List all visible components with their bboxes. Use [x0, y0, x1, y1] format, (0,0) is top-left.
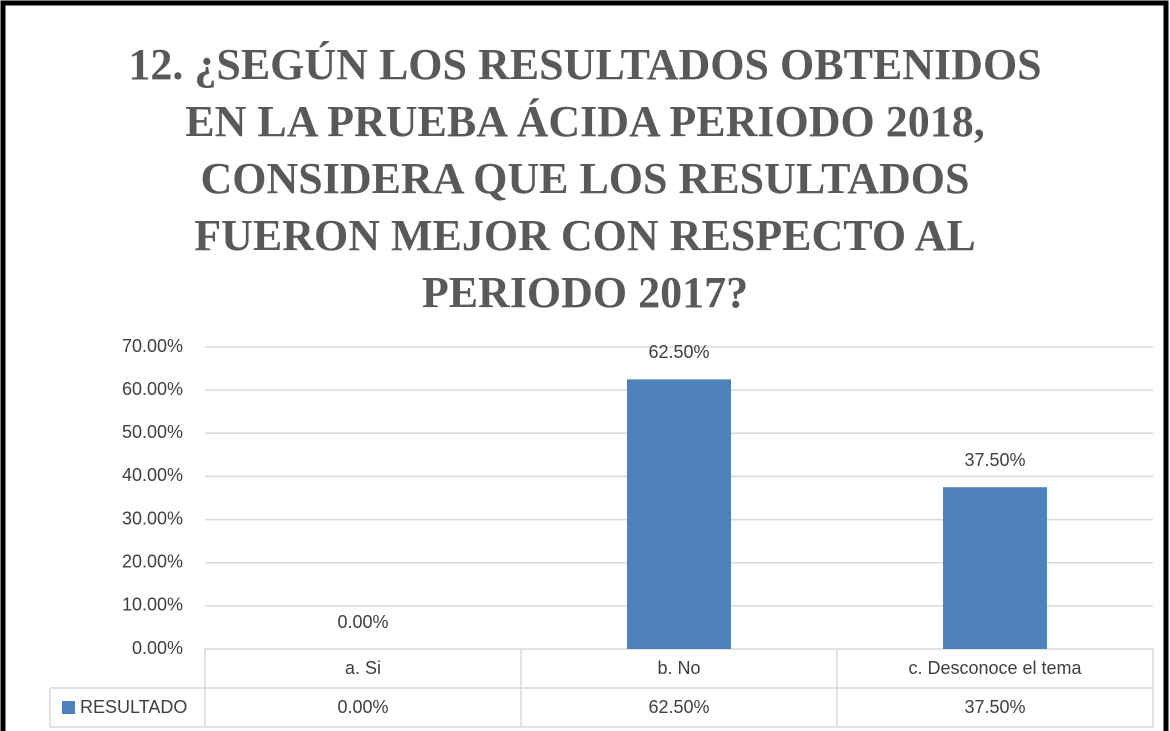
legend-key — [62, 701, 75, 714]
y-tick-label: 0.00% — [132, 638, 183, 658]
y-tick-label: 10.00% — [122, 595, 183, 615]
data-label: 0.00% — [337, 612, 388, 632]
table-value: 0.00% — [337, 697, 388, 717]
chart-title: 12. ¿SEGÚN LOS RESULTADOS OBTENIDOS EN L… — [128, 40, 1042, 317]
y-tick-label: 50.00% — [122, 422, 183, 442]
bar — [943, 487, 1047, 649]
bar — [627, 379, 731, 649]
y-tick-label: 40.00% — [122, 465, 183, 485]
y-tick-label: 20.00% — [122, 551, 183, 571]
y-tick-label: 60.00% — [122, 379, 183, 399]
table-value: 37.50% — [964, 697, 1025, 717]
x-tick-label: b. No — [657, 658, 700, 678]
table-value: 62.50% — [648, 697, 709, 717]
y-tick-label: 30.00% — [122, 508, 183, 528]
data-label: 62.50% — [648, 342, 709, 362]
x-tick-label: c. Desconoce el tema — [908, 658, 1082, 678]
legend-label: RESULTADO — [80, 697, 187, 717]
y-tick-label: 70.00% — [122, 336, 183, 356]
data-label: 37.50% — [964, 450, 1025, 470]
x-tick-label: a. Si — [345, 658, 381, 678]
